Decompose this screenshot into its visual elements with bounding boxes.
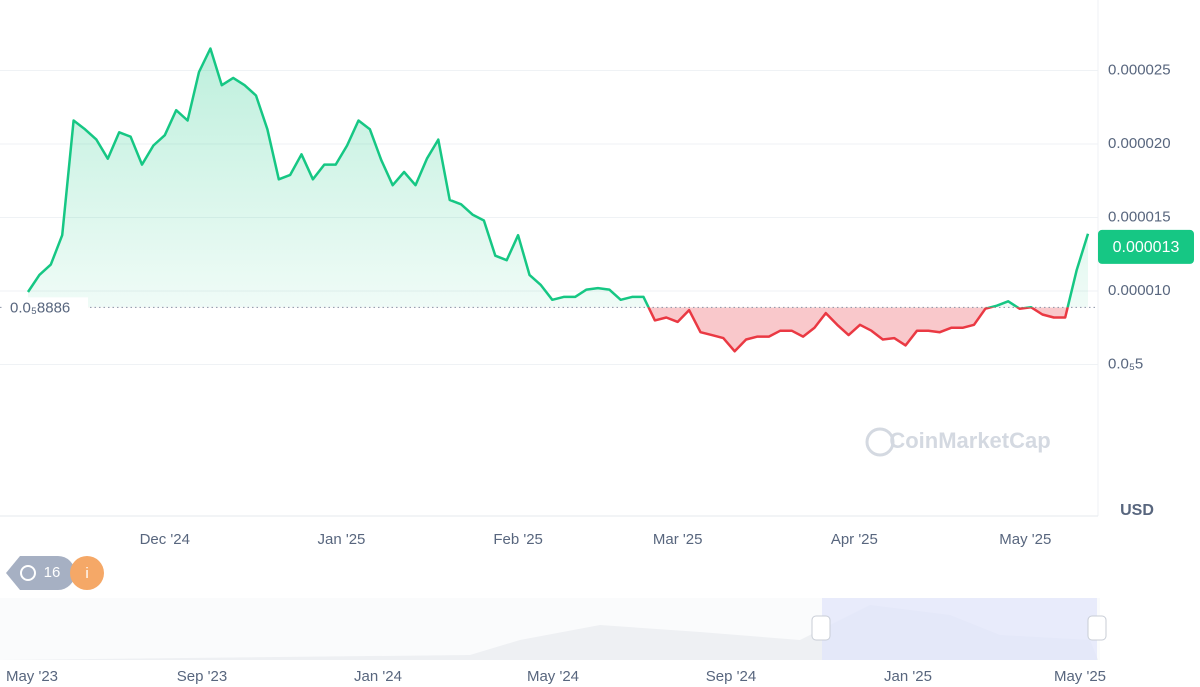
navigator-label: Jan '25 [884, 668, 932, 685]
navigator-handle[interactable] [1087, 615, 1107, 641]
navigator[interactable] [0, 598, 1107, 660]
currency-label: USD [1120, 502, 1154, 519]
navigator-label: May '25 [1054, 668, 1106, 685]
last-price-badge [1098, 229, 1194, 264]
history-badge[interactable]: 16 [6, 556, 75, 590]
y-tick-label: 0.000020 [1108, 135, 1171, 152]
area-up [28, 48, 1088, 308]
navigator-label: May '24 [527, 668, 579, 685]
price-line-down [647, 307, 1069, 353]
info-text: i [85, 565, 88, 582]
navigator-handle[interactable] [811, 615, 831, 641]
x-tick-label: Apr '25 [831, 531, 878, 548]
badge-count: 16 [44, 564, 61, 581]
navigator-label: Sep '23 [177, 668, 227, 685]
clock-icon [20, 565, 36, 581]
x-tick-label: Mar '25 [653, 531, 703, 548]
navigator-label: May '23 [6, 668, 58, 685]
x-tick-label: Dec '24 [140, 531, 190, 548]
badge-shape [6, 556, 75, 590]
last-price-label: 0.000013 [1113, 239, 1180, 256]
info-circle [70, 556, 104, 590]
navigator-label: Sep '24 [706, 668, 756, 685]
navigator-label: Jan '24 [354, 668, 402, 685]
x-tick-label: Feb '25 [493, 531, 543, 548]
navigator-selection [822, 598, 1097, 660]
y-tick-label: 0.000010 [1108, 282, 1171, 299]
x-tick-label: May '25 [999, 531, 1051, 548]
y-tick-label: 0.000025 [1108, 62, 1171, 79]
price-line-up [26, 47, 1090, 308]
y-tick-label: 0.0₅5 [1108, 355, 1143, 372]
series [0, 47, 1098, 353]
area-down [648, 307, 1068, 352]
watermark: CoinMarketCap [889, 428, 1050, 453]
info-badge[interactable]: i [70, 556, 104, 590]
reference-label-bg [4, 297, 88, 318]
watermark-logo [865, 427, 895, 457]
y-tick-label: 0.000015 [1108, 208, 1171, 225]
x-tick-label: Jan '25 [317, 531, 365, 548]
reference-label: 0.0₅8886 [10, 299, 70, 316]
